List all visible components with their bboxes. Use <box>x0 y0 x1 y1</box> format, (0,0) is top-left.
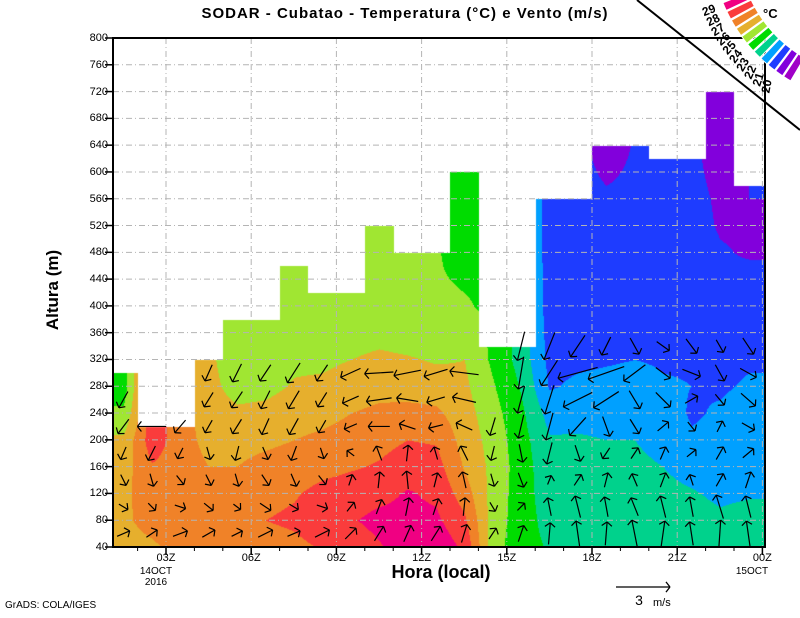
legend-tick-label-29: 29 <box>700 1 718 19</box>
y-tick-label-360: 360 <box>89 326 108 339</box>
legend-band-1 <box>726 0 756 20</box>
legend-band-6 <box>753 32 780 59</box>
wind-scale-unit: m/s <box>653 597 671 609</box>
start-date-label: 14OCT <box>139 566 173 577</box>
wind-reference-arrow <box>616 581 671 593</box>
legend-tick-label-28: 28 <box>704 11 723 30</box>
x-axis-title: Hora (local) <box>391 562 491 582</box>
end-date-label: 15OCT <box>735 566 769 577</box>
y-tick-label-400: 400 <box>89 299 108 312</box>
x-tick-label-06Z: 06Z <box>241 552 261 564</box>
legend-band-10 <box>782 53 800 82</box>
legend-tick-label-20: 20 <box>758 78 774 94</box>
y-tick-label-280: 280 <box>89 380 108 393</box>
y-tick-label-800: 800 <box>89 32 108 44</box>
legend-band-0 <box>722 0 750 12</box>
x-tick-label-03Z: 03Z <box>156 552 176 564</box>
wind-scale-value: 3 <box>635 592 643 608</box>
y-tick-label-680: 680 <box>89 112 108 125</box>
legend-tick-label-22: 22 <box>741 63 759 81</box>
start-year-label: 2016 <box>144 577 168 588</box>
y-tick-label-760: 760 <box>89 58 108 71</box>
legend-band-4 <box>741 20 769 44</box>
legend-band-9 <box>774 48 799 77</box>
legend-band-7 <box>760 38 786 65</box>
y-tick-label-40: 40 <box>95 541 108 553</box>
y-tick-label-480: 480 <box>89 246 108 259</box>
y-tick-label-520: 520 <box>89 219 108 232</box>
y-tick-label-440: 440 <box>89 273 108 286</box>
x-tick-label-15Z: 15Z <box>497 552 517 564</box>
legend-tick-label-23: 23 <box>733 55 752 74</box>
y-tick-label-640: 640 <box>89 139 108 152</box>
y-tick-label-200: 200 <box>89 433 108 446</box>
grads-watermark: GrADS: COLA/IGES <box>5 600 97 611</box>
gridlines <box>113 38 765 547</box>
y-tick-label-120: 120 <box>89 487 108 500</box>
plot-title: SODAR - Cubatao - Temperatura (°C) e Ven… <box>201 5 609 22</box>
y-axis-title: Altura (m) <box>43 249 62 331</box>
plot-frame <box>105 37 766 555</box>
legend-band-2 <box>730 6 760 29</box>
x-tick-label-21Z: 21Z <box>667 552 687 564</box>
legend-band-3 <box>735 13 764 37</box>
y-tick-label-80: 80 <box>95 514 108 527</box>
temperature-field-canvas <box>113 38 765 547</box>
x-tick-label-00Z: 00Z <box>752 552 772 564</box>
y-tick-label-560: 560 <box>89 192 108 205</box>
wind-vectors <box>115 331 757 548</box>
y-tick-label-600: 600 <box>89 165 108 178</box>
legend-band-8 <box>767 43 792 71</box>
x-tick-label-12Z: 12Z <box>412 552 432 564</box>
y-tick-label-720: 720 <box>89 85 108 98</box>
y-tick-label-320: 320 <box>89 353 108 366</box>
legend-tick-label-21: 21 <box>749 71 766 88</box>
x-tick-label-18Z: 18Z <box>582 552 602 564</box>
legend-band-5 <box>746 26 774 52</box>
x-tick-label-09Z: 09Z <box>326 552 346 564</box>
corner-separator-line <box>636 0 800 131</box>
legend-unit-label: °C <box>763 6 778 21</box>
y-tick-label-160: 160 <box>89 460 108 473</box>
y-tick-label-240: 240 <box>89 407 108 420</box>
